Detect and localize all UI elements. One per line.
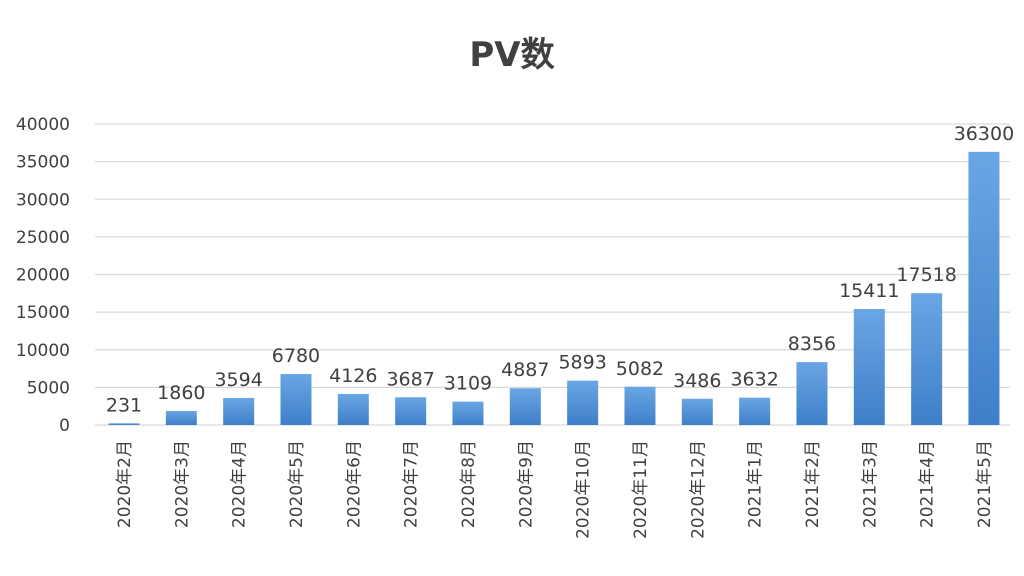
bar <box>853 309 885 425</box>
y-tick-label: 20000 <box>16 266 70 286</box>
data-label: 17518 <box>896 264 956 286</box>
bar <box>796 362 828 425</box>
x-tick-label: 2020年8月 <box>459 440 479 528</box>
y-tick-label: 15000 <box>16 303 70 323</box>
y-tick-label: 10000 <box>16 341 70 361</box>
bar <box>624 386 656 425</box>
x-axis-labels: 2020年2月 2020年3月 2020年4月 2020年5月 2020年6月 2020年… <box>115 440 995 539</box>
y-tick-label: 25000 <box>16 228 70 248</box>
y-axis-ticks: 0 5000 10000 15000 20000 25000 30000 35000 40000 <box>16 115 70 436</box>
data-labels: 231 1860 3594 6780 4126 3687 3109 4887 5893 5082 3… <box>106 123 1014 416</box>
x-tick-label: 2020年6月 <box>344 440 364 528</box>
data-label: 3594 <box>214 369 262 391</box>
bar <box>567 380 599 425</box>
data-label: 4887 <box>501 359 549 381</box>
data-label: 36300 <box>954 123 1014 145</box>
x-tick-label: 2021年1月 <box>746 440 766 528</box>
bar <box>452 401 484 425</box>
x-tick-label: 2021年5月 <box>975 440 995 528</box>
bar <box>165 411 197 425</box>
x-tick-label: 2020年11月 <box>631 440 651 539</box>
bar <box>911 293 943 425</box>
y-tick-label: 40000 <box>16 115 70 135</box>
x-tick-label: 2020年4月 <box>230 440 250 528</box>
y-tick-label: 35000 <box>16 153 70 173</box>
x-tick-label: 2020年3月 <box>172 440 192 528</box>
data-label: 1860 <box>157 382 205 404</box>
x-tick-label: 2020年12月 <box>688 440 708 539</box>
data-label: 6780 <box>272 345 320 367</box>
data-label: 5082 <box>616 358 664 380</box>
data-label: 8356 <box>788 333 836 355</box>
data-label: 231 <box>106 394 142 416</box>
data-label: 3109 <box>444 373 492 395</box>
x-tick-label: 2020年10月 <box>574 440 594 539</box>
data-label: 3687 <box>386 368 434 390</box>
data-label: 4126 <box>329 365 377 387</box>
bar <box>280 373 312 425</box>
bar <box>223 397 255 425</box>
bar <box>739 397 771 425</box>
data-label: 5893 <box>558 352 606 374</box>
data-label: 15411 <box>839 280 899 302</box>
bar <box>509 388 541 425</box>
gridlines <box>95 123 1010 426</box>
y-tick-label: 0 <box>59 416 70 436</box>
x-tick-label: 2020年7月 <box>402 440 422 528</box>
y-tick-label: 5000 <box>27 378 70 398</box>
bars <box>108 151 1000 425</box>
bar <box>337 393 369 425</box>
x-tick-label: 2021年2月 <box>803 440 823 528</box>
bar <box>968 151 1000 425</box>
x-tick-label: 2021年4月 <box>918 440 938 528</box>
data-label: 3632 <box>730 369 778 391</box>
bar <box>395 397 427 425</box>
x-tick-label: 2020年5月 <box>287 440 307 528</box>
bar <box>681 398 713 425</box>
x-tick-label: 2021年3月 <box>860 440 880 528</box>
y-tick-label: 30000 <box>16 190 70 210</box>
x-tick-label: 2020年9月 <box>516 440 536 528</box>
chart-title: PV数 <box>469 35 554 75</box>
x-tick-label: 2020年2月 <box>115 440 135 528</box>
data-label: 3486 <box>673 370 721 392</box>
bar <box>108 423 140 425</box>
